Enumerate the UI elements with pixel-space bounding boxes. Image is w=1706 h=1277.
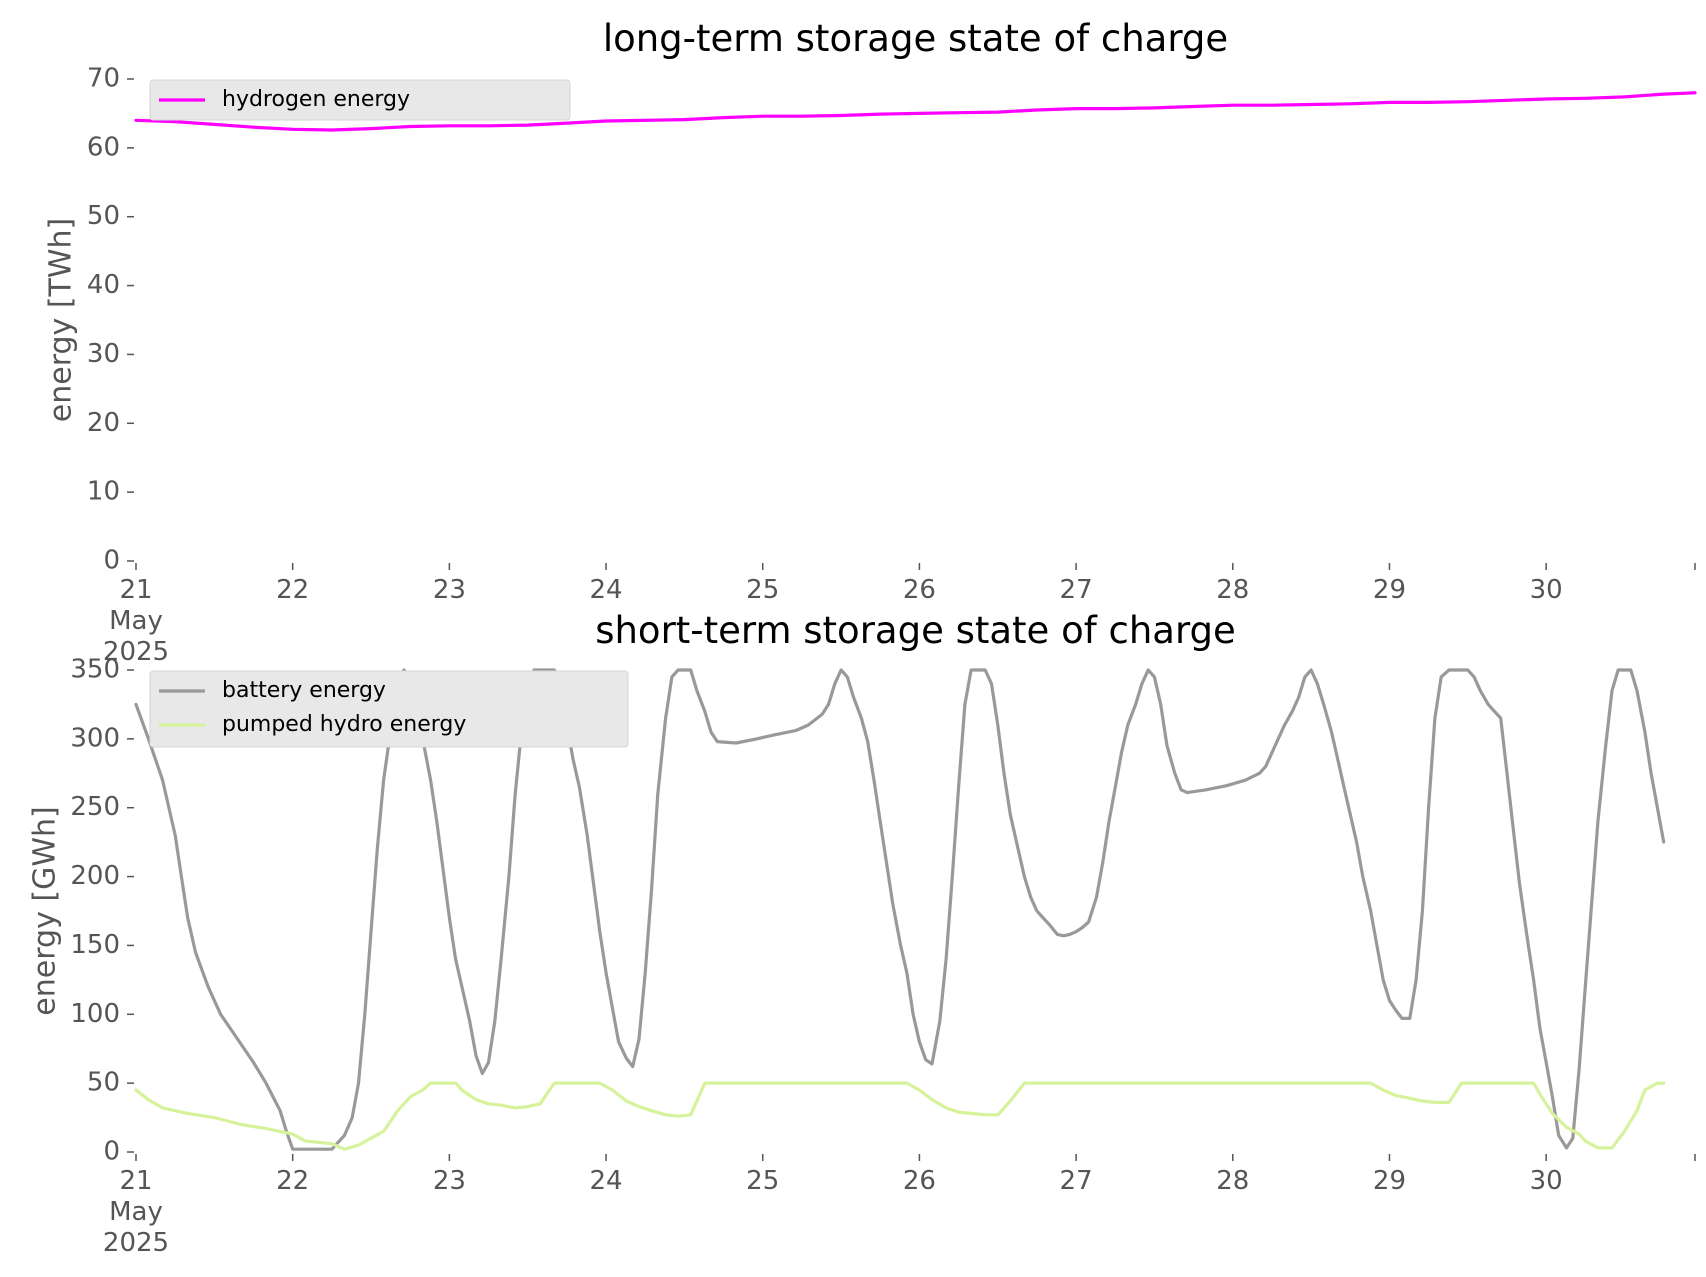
y-tick-label: 200 — [70, 861, 120, 891]
y-tick-label: 50 — [87, 201, 120, 231]
x-tick-label: May — [109, 1197, 163, 1227]
x-tick-label: 24 — [590, 575, 623, 605]
legend-label: pumped hydro energy — [222, 712, 466, 737]
legend: hydrogen energy — [149, 79, 571, 121]
legend-label: battery energy — [222, 678, 386, 703]
x-tick-label: 29 — [1373, 1166, 1406, 1196]
x-tick-label: 25 — [746, 575, 779, 605]
y-axis-label-twh: energy [TWh] — [44, 218, 79, 422]
series-lines — [134, 668, 1666, 1151]
y-tick-label: 70 — [87, 64, 120, 94]
x-tick-label: May — [109, 606, 163, 636]
series-line-hydrogen-energy — [134, 91, 1697, 132]
y-tick-label: 300 — [70, 723, 120, 753]
legend-box — [149, 670, 629, 748]
chart-title-short-term: short-term storage state of charge — [595, 609, 1236, 652]
x-tick-label: 21 — [119, 1166, 152, 1196]
x-tick-label: 27 — [1060, 1166, 1093, 1196]
y-tick-label: 50 — [87, 1068, 120, 1098]
y-tick-label: 250 — [70, 792, 120, 822]
x-tick-label: 22 — [276, 575, 309, 605]
y-tick-label: 100 — [70, 999, 120, 1029]
x-tick-label: 23 — [433, 575, 466, 605]
x-tick-label: 25 — [746, 1166, 779, 1196]
y-tick-label: 20 — [87, 408, 120, 438]
short-term-storage-chart: short-term storage state of charge energ… — [28, 609, 1696, 1258]
legend-box — [149, 79, 571, 121]
y-tick-label: 60 — [87, 132, 120, 162]
y-axis-ticks: 0 50 100 150 200 250 300 350 — [70, 655, 134, 1167]
x-tick-label: 26 — [903, 575, 936, 605]
legend: battery energy pumped hydro energy — [149, 670, 629, 748]
x-tick-label: 29 — [1373, 575, 1406, 605]
x-tick-label: 28 — [1216, 1166, 1249, 1196]
x-tick-label: 30 — [1530, 575, 1563, 605]
y-tick-label: 30 — [87, 339, 120, 369]
y-tick-label: 350 — [70, 655, 120, 685]
x-tick-label: 2025 — [103, 637, 169, 667]
long-term-storage-chart: long-term storage state of charge energy… — [44, 17, 1697, 667]
y-tick-label: 0 — [103, 546, 120, 576]
x-tick-label: 22 — [276, 1166, 309, 1196]
y-axis-label-gwh: energy [GWh] — [28, 806, 63, 1015]
x-tick-label: 26 — [903, 1166, 936, 1196]
x-tick-label: 2025 — [103, 1228, 169, 1258]
legend-label: hydrogen energy — [222, 87, 410, 112]
x-tick-label: 28 — [1216, 575, 1249, 605]
y-tick-label: 10 — [87, 477, 120, 507]
y-tick-label: 40 — [87, 270, 120, 300]
y-tick-label: 0 — [103, 1137, 120, 1167]
x-tick-label: 21 — [119, 575, 152, 605]
x-tick-label: 27 — [1060, 575, 1093, 605]
series-line-pumped-hydro-energy — [134, 1081, 1666, 1151]
x-tick-label: 30 — [1530, 1166, 1563, 1196]
x-tick-label: 23 — [433, 1166, 466, 1196]
series-line-battery-energy — [134, 668, 1666, 1151]
chart-title-long-term: long-term storage state of charge — [603, 17, 1228, 60]
y-tick-label: 150 — [70, 930, 120, 960]
series-lines — [134, 91, 1697, 132]
y-axis-ticks: 0 10 20 30 40 50 60 70 — [87, 64, 134, 576]
x-tick-label: 24 — [590, 1166, 623, 1196]
